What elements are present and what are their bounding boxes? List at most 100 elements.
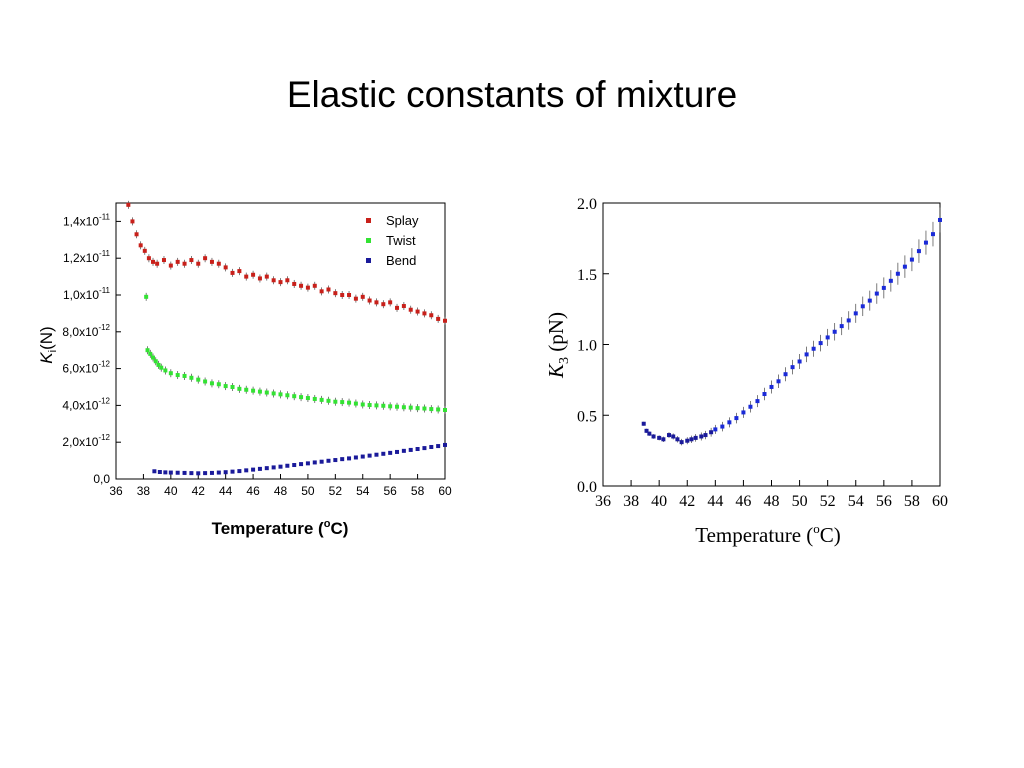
data-point-twist — [312, 396, 317, 401]
x-tick-label: 42 — [192, 484, 206, 498]
y-tick-label: 1.0 — [577, 338, 597, 355]
data-point-twist — [305, 396, 310, 401]
data-point-k3 — [797, 359, 802, 364]
data-point-twist — [299, 395, 304, 400]
data-point-splay — [244, 274, 249, 279]
data-point-k3 — [666, 433, 671, 438]
data-point-bend — [251, 467, 256, 472]
data-point-bend — [443, 442, 447, 447]
x-tick-label: 48 — [274, 484, 288, 498]
data-point-splay — [209, 259, 214, 264]
data-point-bend — [374, 452, 379, 457]
x-tick-label: 42 — [679, 493, 695, 510]
data-point-k3 — [661, 437, 666, 442]
data-point-splay — [134, 232, 139, 237]
data-point-twist — [175, 373, 180, 378]
data-point-k3 — [748, 404, 753, 409]
data-point-twist — [326, 398, 331, 403]
data-point-splay — [155, 261, 160, 266]
data-point-k3 — [783, 372, 788, 377]
data-point-bend — [285, 463, 290, 468]
x-tick-label: 40 — [651, 493, 667, 510]
legend-swatch — [366, 238, 371, 243]
y-axis-label: Ki(N) — [37, 326, 59, 363]
data-point-twist — [209, 381, 214, 386]
data-point-twist — [163, 368, 168, 373]
slide-title: Elastic constants of mixture — [286, 74, 738, 115]
data-point-k3 — [804, 352, 809, 357]
y-tick-label: 0.0 — [577, 479, 597, 496]
data-point-splay — [146, 256, 151, 261]
y-axis-label: K3 (pN) — [544, 312, 572, 379]
data-point-splay — [285, 278, 290, 283]
x-tick-label: 44 — [219, 484, 233, 498]
data-point-twist — [347, 400, 352, 405]
data-point-k3 — [689, 437, 694, 442]
data-point-k3 — [846, 318, 851, 323]
data-point-twist — [182, 373, 187, 378]
data-point-twist — [401, 405, 406, 410]
data-point-twist — [156, 362, 161, 367]
data-point-bend — [152, 469, 157, 474]
data-point-splay — [443, 318, 447, 323]
series-k3 — [641, 207, 942, 446]
data-point-splay — [415, 309, 420, 314]
y-tick-label: 0,0 — [93, 472, 110, 486]
x-tick-label: 36 — [109, 484, 123, 498]
data-point-splay — [312, 283, 317, 288]
data-point-splay — [251, 272, 256, 277]
data-point-k3 — [881, 285, 886, 290]
data-point-twist — [388, 404, 393, 409]
data-point-splay — [216, 261, 221, 266]
x-tick-label: 54 — [848, 493, 864, 510]
data-point-bend — [209, 470, 214, 475]
x-tick-label: 44 — [707, 493, 723, 510]
data-point-twist — [203, 379, 208, 384]
data-point-bend — [292, 463, 297, 468]
x-tick-label: 52 — [820, 493, 836, 510]
data-point-bend — [223, 470, 228, 475]
data-point-k3 — [769, 384, 774, 389]
data-point-bend — [305, 461, 310, 466]
x-tick-label: 46 — [735, 493, 751, 510]
data-point-splay — [292, 281, 297, 286]
x-tick-label: 38 — [623, 493, 639, 510]
x-tick-label: 58 — [904, 493, 920, 510]
data-point-splay — [161, 258, 166, 263]
data-point-bend — [326, 458, 331, 463]
data-point-k3 — [644, 428, 649, 433]
data-point-splay — [326, 287, 331, 292]
data-point-bend — [340, 457, 345, 462]
series-splay — [126, 200, 447, 325]
data-point-k3 — [685, 438, 690, 443]
data-point-twist — [244, 387, 249, 392]
data-point-splay — [257, 276, 262, 281]
legend-swatch — [366, 218, 371, 223]
data-point-splay — [353, 296, 358, 301]
data-point-k3 — [734, 416, 739, 421]
data-point-bend — [367, 453, 372, 458]
data-point-twist — [144, 294, 149, 299]
data-point-bend — [408, 447, 413, 452]
x-tick-label: 38 — [137, 484, 151, 498]
y-tick-label: 1.5 — [577, 267, 597, 284]
data-point-k3 — [647, 431, 652, 436]
data-point-bend — [216, 470, 221, 475]
data-point-k3 — [860, 304, 865, 309]
data-point-k3 — [699, 434, 704, 439]
data-point-k3 — [923, 240, 928, 245]
x-tick-label: 56 — [876, 493, 892, 510]
data-point-k3 — [741, 410, 746, 415]
data-point-twist — [333, 399, 338, 404]
data-point-splay — [374, 300, 379, 305]
data-point-twist — [216, 382, 221, 387]
data-point-splay — [429, 313, 434, 318]
data-point-bend — [175, 470, 180, 475]
data-point-k3 — [895, 271, 900, 276]
data-point-splay — [305, 285, 310, 290]
data-point-k3 — [641, 421, 646, 426]
data-point-splay — [367, 298, 372, 303]
data-point-splay — [381, 302, 386, 307]
data-point-bend — [436, 444, 441, 449]
legend-label: Splay — [386, 213, 419, 228]
